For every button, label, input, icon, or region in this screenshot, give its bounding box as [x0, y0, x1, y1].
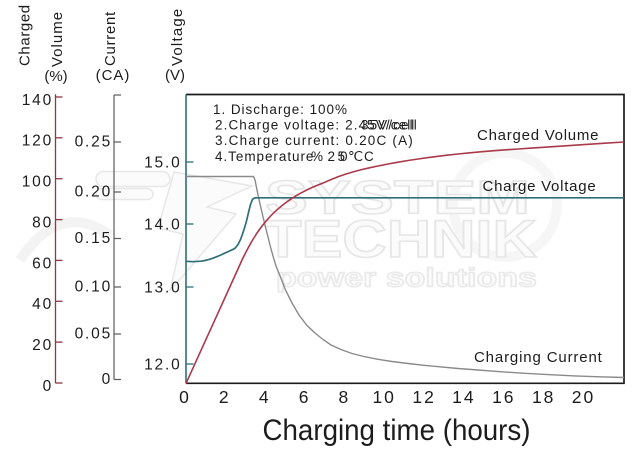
svg-text:0: 0 — [179, 387, 191, 407]
svg-text:60: 60 — [32, 255, 53, 272]
svg-text:20: 20 — [32, 337, 53, 354]
svg-text:20: 20 — [572, 387, 595, 407]
svg-text:8: 8 — [339, 387, 351, 407]
svg-text:0.15: 0.15 — [75, 230, 112, 247]
svg-text:13.0: 13.0 — [144, 280, 181, 297]
svg-text:0.10: 0.10 — [75, 279, 112, 296]
svg-text:(V): (V) — [165, 67, 185, 84]
svg-text:35V/cell: 35V/cell — [361, 118, 418, 133]
svg-text:80: 80 — [32, 215, 53, 232]
svg-text:Volume: Volume — [49, 11, 66, 67]
svg-text:3.Charge current: 0.20C (A): 3.Charge current: 0.20C (A) — [215, 133, 414, 148]
svg-text:14: 14 — [452, 387, 475, 407]
svg-text:C: C — [364, 149, 375, 164]
svg-text:10: 10 — [372, 387, 395, 407]
svg-text:0.25: 0.25 — [75, 134, 112, 151]
svg-text:TECHNIK: TECHNIK — [264, 209, 537, 268]
svg-text:(CA): (CA) — [96, 67, 131, 84]
svg-text:140: 140 — [22, 92, 53, 109]
svg-text:0: 0 — [43, 378, 53, 395]
svg-text:4: 4 — [259, 387, 271, 407]
svg-text:power solutions: power solutions — [276, 264, 537, 292]
svg-text:Voltage: Voltage — [169, 8, 186, 66]
svg-text:2: 2 — [219, 387, 231, 407]
svg-text:%: % — [311, 149, 324, 164]
svg-text:6: 6 — [299, 387, 311, 407]
svg-text:0: 0 — [102, 371, 112, 388]
svg-text:4.Temperature: 4.Temperature — [215, 149, 314, 164]
svg-text:100: 100 — [22, 174, 53, 191]
svg-text:14.0: 14.0 — [144, 217, 181, 234]
svg-text:Charging time (hours): Charging time (hours) — [263, 414, 531, 447]
svg-text:Current: Current — [102, 11, 119, 66]
svg-text:40: 40 — [32, 296, 53, 313]
svg-text:120: 120 — [22, 133, 53, 150]
svg-text:16: 16 — [492, 387, 515, 407]
svg-text:Charge Voltage: Charge Voltage — [483, 178, 597, 195]
svg-text:0.05: 0.05 — [75, 326, 112, 343]
svg-text:℃: ℃ — [348, 149, 364, 164]
svg-text:5: 5 — [338, 149, 346, 164]
svg-text:Charged: Charged — [17, 4, 34, 66]
svg-text:12: 12 — [412, 387, 435, 407]
svg-text:Charging Current: Charging Current — [474, 349, 603, 366]
svg-text:0.20: 0.20 — [75, 184, 112, 201]
svg-text:Charged Volume: Charged Volume — [477, 127, 599, 144]
svg-text:15.0: 15.0 — [144, 155, 181, 172]
svg-text:1. Discharge: 100%: 1. Discharge: 100% — [213, 102, 348, 117]
svg-text:(%): (%) — [44, 68, 67, 85]
svg-text:0: 0 — [340, 149, 348, 164]
svg-text:2.Charge voltage: 2.45V/cell: 2.Charge voltage: 2.45V/cell — [215, 118, 415, 133]
svg-text:18: 18 — [532, 387, 555, 407]
svg-text:12.0: 12.0 — [144, 357, 181, 374]
svg-text:2: 2 — [328, 149, 336, 164]
